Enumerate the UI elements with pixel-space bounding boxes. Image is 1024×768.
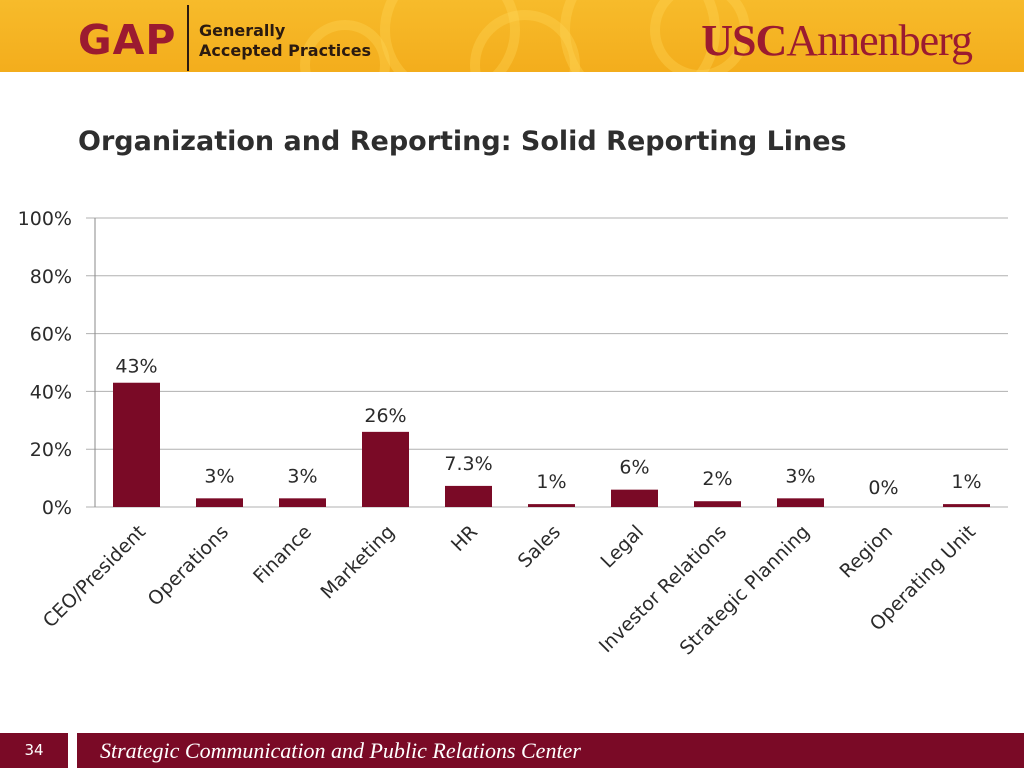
x-tick-label: Finance [249, 521, 316, 588]
y-tick-label: 20% [30, 439, 72, 461]
data-label: 6% [619, 457, 649, 479]
gap-tagline: Generally Accepted Practices [199, 21, 371, 61]
x-tick-label: Sales [514, 521, 565, 572]
bar [362, 431, 409, 507]
data-label: 2% [702, 468, 732, 490]
bar [528, 504, 575, 507]
footer-bar [0, 733, 1024, 768]
x-tick-label: CEO/President [39, 521, 150, 632]
bar [113, 382, 160, 507]
bar [943, 504, 990, 507]
gap-logo: GAP [78, 16, 177, 64]
data-label: 3% [785, 465, 815, 487]
header-banner: GAP Generally Accepted Practices USCAnne… [0, 0, 1024, 72]
bar [694, 501, 741, 507]
data-label: 43% [115, 356, 157, 378]
x-tick-label: Region [835, 521, 897, 583]
page-number: 34 [0, 733, 68, 768]
y-tick-label: 40% [30, 381, 72, 403]
data-label: 1% [951, 471, 981, 493]
data-label: 3% [287, 465, 317, 487]
data-label: 0% [868, 477, 898, 499]
data-label: 7.3% [444, 453, 492, 475]
usc-annenberg-logo: USCAnnenberg [701, 16, 973, 66]
x-tick-label: Marketing [317, 521, 400, 604]
logo-divider [187, 5, 189, 71]
x-tick-label: Operations [144, 521, 233, 610]
x-tick-label: Legal [596, 521, 648, 573]
data-label: 1% [536, 471, 566, 493]
gap-tagline-line2: Accepted Practices [199, 41, 372, 60]
footer-text: Strategic Communication and Public Relat… [100, 738, 581, 763]
data-label: 26% [364, 405, 406, 427]
bar [196, 498, 243, 507]
gap-tagline-line1: Generally [199, 21, 286, 40]
usc-logo-part2: Annenberg [786, 16, 973, 65]
bar [445, 485, 492, 507]
y-tick-label: 100% [18, 208, 72, 230]
x-tick-label: HR [447, 521, 482, 556]
footer-separator [68, 733, 77, 768]
bar-chart: 0% 20% 40% 60% 80% 100% 43% CEO/President 3% Oper… [18, 208, 1008, 659]
y-tick-label: 0% [42, 497, 72, 519]
bar [777, 498, 824, 507]
data-label: 3% [204, 465, 234, 487]
y-tick-label: 60% [30, 324, 72, 346]
slide-title: Organization and Reporting: Solid Report… [78, 126, 847, 157]
usc-logo-part1: USC [701, 16, 787, 65]
bar [279, 498, 326, 507]
bar [611, 489, 658, 507]
y-tick-label: 80% [30, 266, 72, 288]
